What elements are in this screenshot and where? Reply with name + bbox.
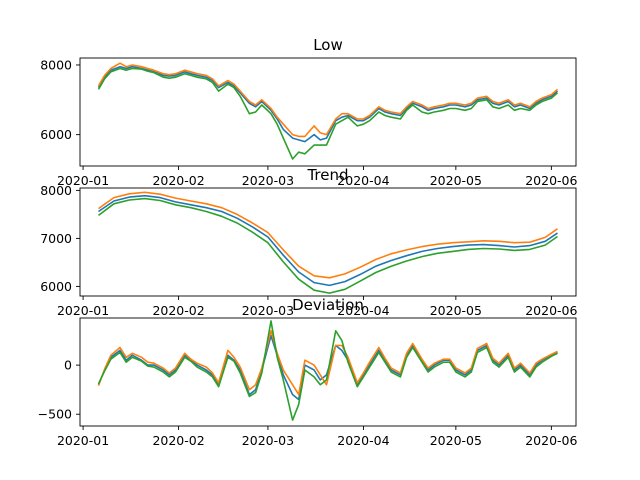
series-line-3 — [97, 67, 559, 160]
x-tick-label: 2020-01 — [57, 303, 109, 318]
x-tick-label: 2020-04 — [337, 173, 389, 188]
y-tick-label: −500 — [38, 407, 72, 422]
y-tick-label: 6000 — [40, 127, 72, 142]
x-tick-label: 2020-03 — [242, 173, 294, 188]
y-tick-label: 6000 — [40, 279, 72, 294]
series-line-1 — [97, 334, 558, 401]
x-tick-label: 2020-03 — [242, 433, 294, 448]
y-tick-label: 8000 — [40, 183, 72, 198]
x-tick-label: 2020-05 — [430, 173, 482, 188]
x-tick-label: 2020-02 — [152, 433, 204, 448]
y-tick-label: 0 — [64, 358, 72, 373]
subplot-title: Low — [313, 36, 343, 54]
series-line-3 — [98, 197, 558, 294]
series-line-2 — [97, 62, 559, 138]
x-tick-label: 2020-04 — [337, 433, 389, 448]
series-line-3 — [97, 320, 558, 421]
x-tick-label: 2020-05 — [430, 303, 482, 318]
x-tick-label: 2020-01 — [57, 173, 109, 188]
x-tick-label: 2020-06 — [525, 303, 577, 318]
series-line-1 — [97, 65, 559, 143]
subplot-title: Deviation — [292, 296, 364, 314]
subplot-1: Low 2020-01 2020-02 2020-03 2020-04 2020-05 20… — [40, 36, 577, 188]
plot-frame — [79, 187, 577, 297]
series-line-1 — [98, 194, 558, 287]
plot-frame — [79, 57, 577, 167]
x-tick-label: 2020-02 — [152, 173, 204, 188]
x-tick-label: 2020-02 — [152, 303, 204, 318]
subplot-2: Trend 2020-01 2020-02 2020-03 2020-04 2020-05… — [40, 166, 577, 318]
subplot-3: Deviation 2020-01 2020-02 2020-03 2020-04 202… — [38, 296, 578, 448]
x-tick-label: 2020-04 — [337, 303, 389, 318]
x-tick-label: 2020-03 — [242, 303, 294, 318]
plot-frame — [79, 317, 577, 427]
x-tick-label: 2020-05 — [430, 433, 482, 448]
y-tick-label: 8000 — [40, 57, 72, 72]
series-line-2 — [97, 329, 558, 396]
subplot-title: Trend — [306, 166, 348, 184]
x-tick-label: 2020-06 — [525, 433, 577, 448]
x-tick-label: 2020-06 — [525, 173, 577, 188]
x-tick-label: 2020-01 — [57, 433, 109, 448]
series-line-2 — [98, 191, 558, 279]
y-tick-label: 7000 — [40, 231, 72, 246]
